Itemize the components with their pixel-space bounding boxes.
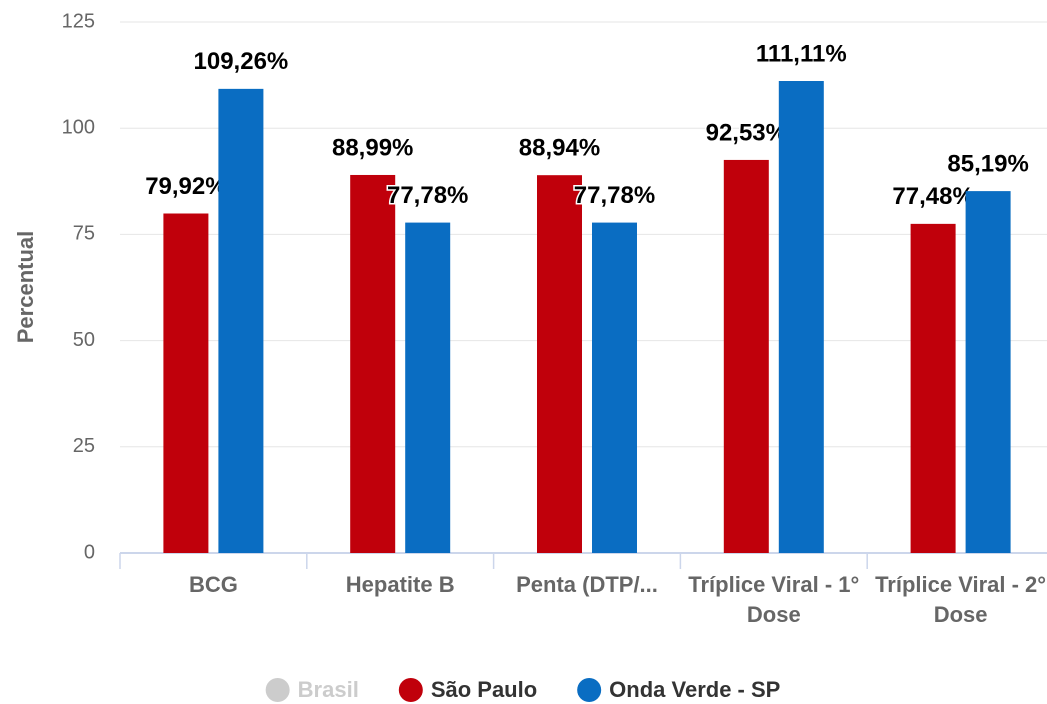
legend-label: São Paulo	[431, 677, 537, 702]
data-label: 88,99%	[332, 134, 413, 161]
y-tick-label: 100	[62, 116, 95, 138]
bar	[965, 191, 1011, 553]
bar	[350, 174, 396, 554]
x-tick-label: Hepatite B	[345, 572, 455, 597]
legend-label: Onda Verde - SP	[609, 677, 780, 702]
data-label: 88,94%	[519, 135, 600, 162]
y-tick-label: 25	[73, 435, 95, 457]
data-label: 92,53%	[706, 119, 787, 146]
data-label: 109,26%	[194, 48, 289, 75]
legend-marker	[265, 678, 290, 702]
bar	[405, 222, 451, 553]
x-tick-label: Tríplice Viral - 2° Dose	[875, 572, 1047, 627]
legend-label: Brasil	[298, 677, 359, 702]
y-tick-label: 125	[62, 10, 95, 32]
x-tick-label: BCG	[188, 572, 238, 597]
data-label: 77,48%	[892, 183, 973, 210]
x-tick-label: Penta (DTP/...	[516, 572, 658, 597]
bar	[218, 88, 264, 553]
bar	[778, 81, 824, 553]
data-label: 111,11%	[756, 40, 847, 67]
bar	[910, 223, 956, 553]
y-tick-label: 50	[73, 329, 95, 351]
legend-marker	[398, 678, 423, 702]
bar	[592, 222, 637, 553]
x-tick-label: Tríplice Viral - 1° Dose	[688, 572, 860, 627]
data-label: 79,92%	[145, 173, 226, 200]
y-axis-title: Percentual	[13, 231, 38, 344]
data-label: 77,78%	[387, 182, 468, 209]
legend-marker	[577, 678, 602, 702]
data-label: 77,78%	[574, 182, 655, 209]
bar	[723, 159, 769, 553]
y-tick-label: 75	[73, 223, 95, 245]
data-label: 85,19%	[947, 150, 1028, 177]
y-tick-label: 0	[84, 541, 95, 563]
bar	[163, 213, 209, 553]
bar	[537, 175, 582, 554]
